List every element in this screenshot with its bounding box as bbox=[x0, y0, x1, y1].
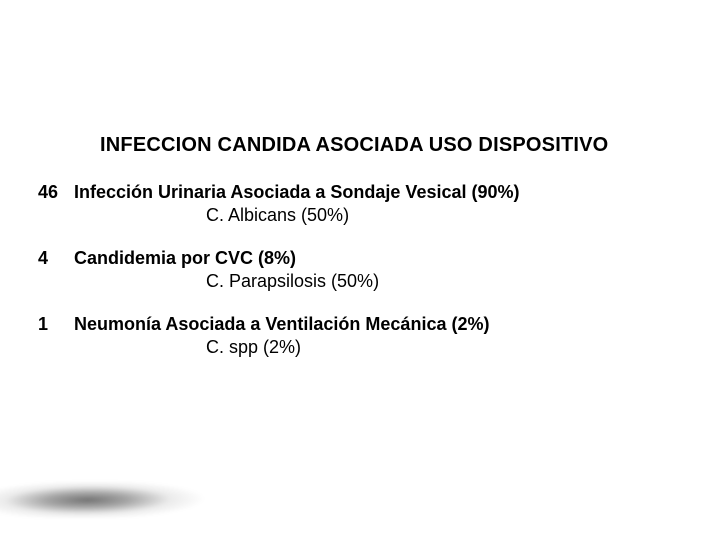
sub-text: C. Albicans (50%) bbox=[206, 205, 520, 226]
entry-list: 46 Infección Urinaria Asociada a Sondaje… bbox=[38, 182, 520, 380]
list-item-row: 4 Candidemia por CVC (8%) bbox=[38, 248, 520, 269]
sub-text: C. spp (2%) bbox=[206, 337, 520, 358]
list-item: 46 Infección Urinaria Asociada a Sondaje… bbox=[38, 182, 520, 226]
main-text: Neumonía Asociada a Ventilación Mecánica… bbox=[74, 314, 489, 335]
sub-text: C. Parapsilosis (50%) bbox=[206, 271, 520, 292]
main-text: Candidemia por CVC (8%) bbox=[74, 248, 296, 269]
decorative-shadow bbox=[0, 482, 212, 518]
slide: INFECCION CANDIDA ASOCIADA USO DISPOSITI… bbox=[0, 0, 720, 540]
list-item: 4 Candidemia por CVC (8%) C. Parapsilosi… bbox=[38, 248, 520, 292]
count-value: 1 bbox=[38, 314, 74, 335]
list-item-row: 1 Neumonía Asociada a Ventilación Mecáni… bbox=[38, 314, 520, 335]
count-value: 4 bbox=[38, 248, 74, 269]
main-text: Infección Urinaria Asociada a Sondaje Ve… bbox=[74, 182, 520, 203]
list-item: 1 Neumonía Asociada a Ventilación Mecáni… bbox=[38, 314, 520, 358]
list-item-row: 46 Infección Urinaria Asociada a Sondaje… bbox=[38, 182, 520, 203]
slide-title: INFECCION CANDIDA ASOCIADA USO DISPOSITI… bbox=[100, 134, 608, 157]
count-value: 46 bbox=[38, 182, 74, 203]
